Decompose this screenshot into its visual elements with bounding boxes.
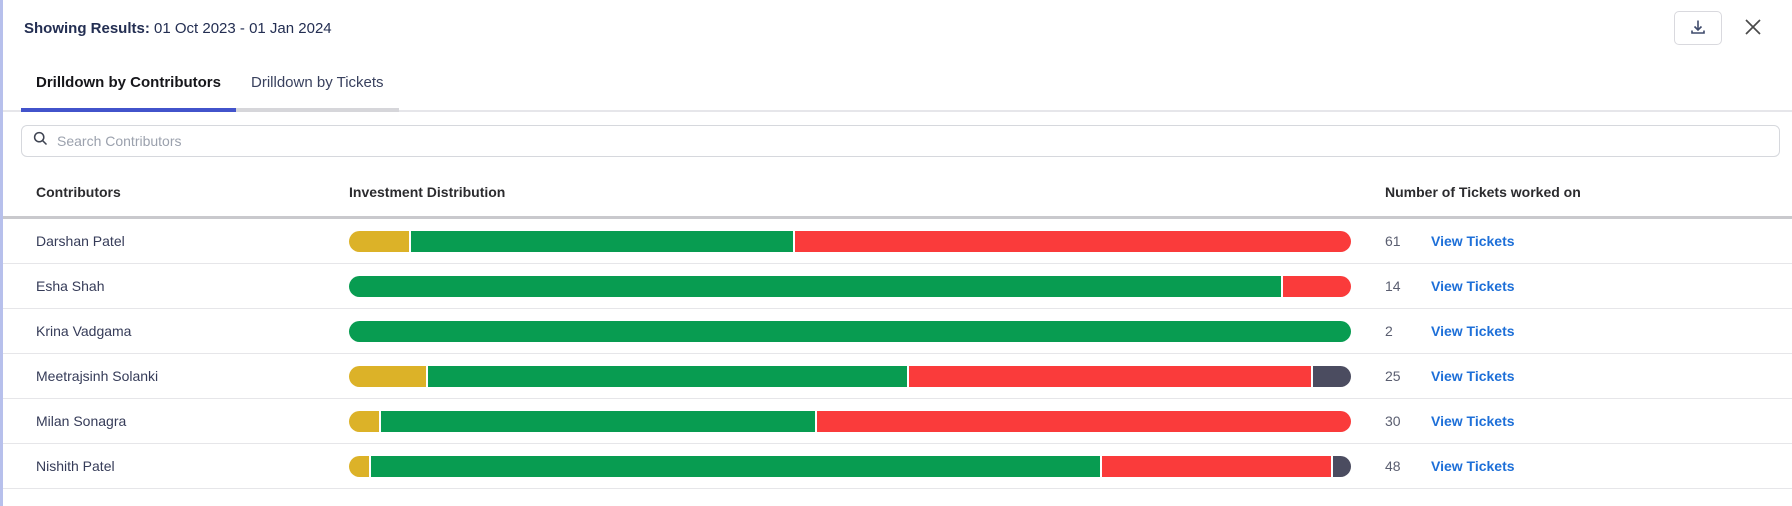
topbar: Showing Results: 01 Oct 2023 - 01 Jan 20… bbox=[3, 0, 1792, 56]
ticket-count: 48 bbox=[1385, 458, 1401, 474]
contributor-name: Krina Vadgama bbox=[36, 323, 132, 339]
close-button[interactable] bbox=[1738, 13, 1768, 43]
bar-segment-dark bbox=[1310, 365, 1351, 387]
bar-segment-dark bbox=[1330, 455, 1351, 477]
tab-bar: Drilldown by Contributors Drilldown by T… bbox=[3, 56, 1792, 112]
bar-segment-yellow bbox=[349, 365, 427, 387]
download-icon bbox=[1688, 17, 1708, 40]
ticket-count: 30 bbox=[1385, 413, 1401, 429]
tab-label: Drilldown by Tickets bbox=[251, 73, 384, 91]
investment-bar-track bbox=[349, 320, 1351, 342]
investment-bar-track bbox=[349, 365, 1351, 387]
ticket-count: 25 bbox=[1385, 368, 1401, 384]
ticket-count: 14 bbox=[1385, 278, 1401, 294]
view-tickets-link[interactable]: View Tickets bbox=[1431, 323, 1515, 339]
contributor-name: Darshan Patel bbox=[36, 233, 125, 249]
ticket-count: 2 bbox=[1385, 323, 1393, 339]
ticket-count: 61 bbox=[1385, 233, 1401, 249]
close-icon bbox=[1742, 16, 1764, 41]
column-header-investment-distribution: Investment Distribution bbox=[349, 184, 506, 200]
investment-bar-track bbox=[349, 275, 1351, 297]
bar-segment-red bbox=[792, 230, 1351, 252]
bar-segment-yellow bbox=[349, 455, 370, 477]
table-row: Meetrajsinh Solanki 25 View Tickets bbox=[3, 354, 1792, 399]
bar-segment-red bbox=[1100, 455, 1331, 477]
bar-segment-red bbox=[814, 410, 1351, 432]
table-row: Nishith Patel 48 View Tickets bbox=[3, 444, 1792, 489]
view-tickets-link[interactable]: View Tickets bbox=[1431, 233, 1515, 249]
topbar-actions bbox=[1674, 11, 1768, 45]
column-header-contributors: Contributors bbox=[36, 184, 121, 200]
investment-bar bbox=[349, 365, 1351, 387]
date-range: 01 Oct 2023 - 01 Jan 2024 bbox=[154, 19, 332, 37]
view-tickets-link[interactable]: View Tickets bbox=[1431, 413, 1515, 429]
showing-results: Showing Results: 01 Oct 2023 - 01 Jan 20… bbox=[24, 20, 332, 37]
bar-segment-red bbox=[907, 365, 1311, 387]
table-header: Contributors Investment Distribution Num… bbox=[3, 170, 1792, 219]
contributor-name: Esha Shah bbox=[36, 278, 105, 294]
search-input[interactable] bbox=[57, 133, 1769, 149]
bar-segment-green bbox=[426, 365, 908, 387]
tab-label: Drilldown by Contributors bbox=[36, 73, 221, 91]
table-row: Milan Sonagra 30 View Tickets bbox=[3, 399, 1792, 444]
table-row: Esha Shah 14 View Tickets bbox=[3, 264, 1792, 309]
bar-segment-green bbox=[379, 410, 815, 432]
table-body: Darshan Patel 61 View Tickets Esha Shah 14 Vi… bbox=[3, 219, 1792, 489]
investment-bar bbox=[349, 455, 1351, 477]
investment-bar bbox=[349, 275, 1351, 297]
contributor-name: Meetrajsinh Solanki bbox=[36, 368, 159, 384]
search-icon bbox=[32, 130, 49, 152]
investment-bar-track bbox=[349, 230, 1351, 252]
contributor-name: Milan Sonagra bbox=[36, 413, 127, 429]
investment-bar bbox=[349, 410, 1351, 432]
bar-segment-yellow bbox=[349, 410, 380, 432]
contributor-name: Nishith Patel bbox=[36, 458, 115, 474]
bar-segment-yellow bbox=[349, 230, 410, 252]
view-tickets-link[interactable]: View Tickets bbox=[1431, 278, 1515, 294]
table-row: Krina Vadgama 2 View Tickets bbox=[3, 309, 1792, 354]
bar-segment-green bbox=[349, 275, 1281, 297]
view-tickets-link[interactable]: View Tickets bbox=[1431, 368, 1515, 384]
bar-segment-green bbox=[349, 320, 1351, 342]
investment-bar bbox=[349, 320, 1351, 342]
investment-bar bbox=[349, 230, 1351, 252]
search-bar bbox=[21, 125, 1780, 157]
download-button[interactable] bbox=[1674, 11, 1722, 45]
investment-bar-track bbox=[349, 455, 1351, 477]
table-row: Darshan Patel 61 View Tickets bbox=[3, 219, 1792, 264]
bar-segment-green bbox=[409, 230, 793, 252]
showing-results-label: Showing Results: bbox=[24, 19, 150, 37]
tab-drilldown-by-tickets[interactable]: Drilldown by Tickets bbox=[236, 56, 399, 112]
bar-segment-red bbox=[1280, 275, 1351, 297]
investment-bar-track bbox=[349, 410, 1351, 432]
view-tickets-link[interactable]: View Tickets bbox=[1431, 458, 1515, 474]
tab-drilldown-by-contributors[interactable]: Drilldown by Contributors bbox=[21, 56, 236, 112]
bar-segment-green bbox=[369, 455, 1101, 477]
column-header-tickets-worked-on: Number of Tickets worked on bbox=[1385, 184, 1581, 200]
